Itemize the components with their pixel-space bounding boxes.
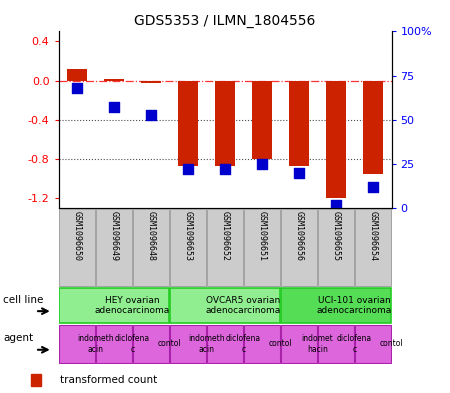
Bar [355,325,391,363]
Text: indometh
acin: indometh acin [77,334,114,354]
Bar [215,81,235,166]
Bar [207,209,243,286]
Text: cell line: cell line [3,295,43,305]
Text: GSM1096654: GSM1096654 [369,211,378,261]
Bar [326,81,346,198]
Bar [59,288,169,323]
Bar [67,69,87,81]
Bar [318,209,354,286]
Point [110,104,117,111]
Bar [133,325,169,363]
Bar [355,209,391,286]
Text: GSM1096651: GSM1096651 [257,211,266,261]
Bar [104,79,124,81]
Point [184,166,192,173]
Bar [96,325,132,363]
Point [333,202,340,208]
Text: diclofena
c: diclofena c [337,334,372,354]
Bar [281,325,317,363]
Bar [59,325,95,363]
Bar [281,288,391,323]
Text: diclofena
c: diclofena c [115,334,150,354]
Bar [170,325,206,363]
Bar [281,209,317,286]
Title: GDS5353 / ILMN_1804556: GDS5353 / ILMN_1804556 [134,14,316,28]
Bar [141,81,161,83]
Text: GSM1096656: GSM1096656 [294,211,303,261]
Bar [170,288,280,323]
Text: GSM1096648: GSM1096648 [147,211,156,261]
Bar [244,209,280,286]
Point [258,161,265,167]
Bar [96,209,132,286]
Text: GSM1096653: GSM1096653 [184,211,193,261]
Text: contol: contol [380,340,403,348]
Bar [31,374,40,386]
Bar [133,209,169,286]
Bar [207,325,243,363]
Bar [289,81,309,166]
Text: HEY ovarian
adenocarcinoma: HEY ovarian adenocarcinoma [95,296,170,315]
Point [148,112,155,118]
Bar [363,81,383,174]
Text: OVCAR5 ovarian
adenocarcinoma: OVCAR5 ovarian adenocarcinoma [206,296,281,315]
Point [221,166,229,173]
Text: GSM1096650: GSM1096650 [72,211,81,261]
Text: agent: agent [3,333,33,343]
Text: GSM1096652: GSM1096652 [220,211,230,261]
Text: indometh
acin: indometh acin [188,334,225,354]
Bar [244,325,280,363]
Bar [178,81,198,166]
Text: GSM1096655: GSM1096655 [332,211,341,261]
Point [73,85,81,91]
Text: GSM1096649: GSM1096649 [109,211,118,261]
Text: contol: contol [269,340,292,348]
Point [295,170,302,176]
Bar [59,209,95,286]
Text: UCI-101 ovarian
adenocarcinoma: UCI-101 ovarian adenocarcinoma [317,296,392,315]
Bar [252,81,272,159]
Text: contol: contol [158,340,181,348]
Bar [170,209,206,286]
Text: indomet
hacin: indomet hacin [302,334,333,354]
Point [369,184,377,190]
Text: transformed count: transformed count [60,375,157,385]
Bar [318,325,354,363]
Text: diclofena
c: diclofena c [226,334,261,354]
